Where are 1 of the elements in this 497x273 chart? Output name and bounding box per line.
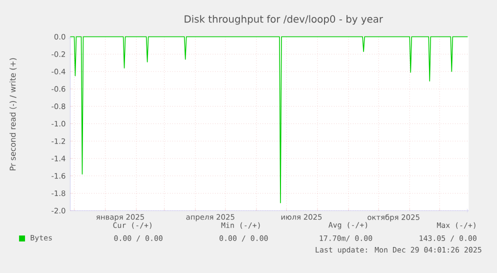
chart-title: Disk throughput for /dev/loop0 - by year — [184, 14, 384, 25]
